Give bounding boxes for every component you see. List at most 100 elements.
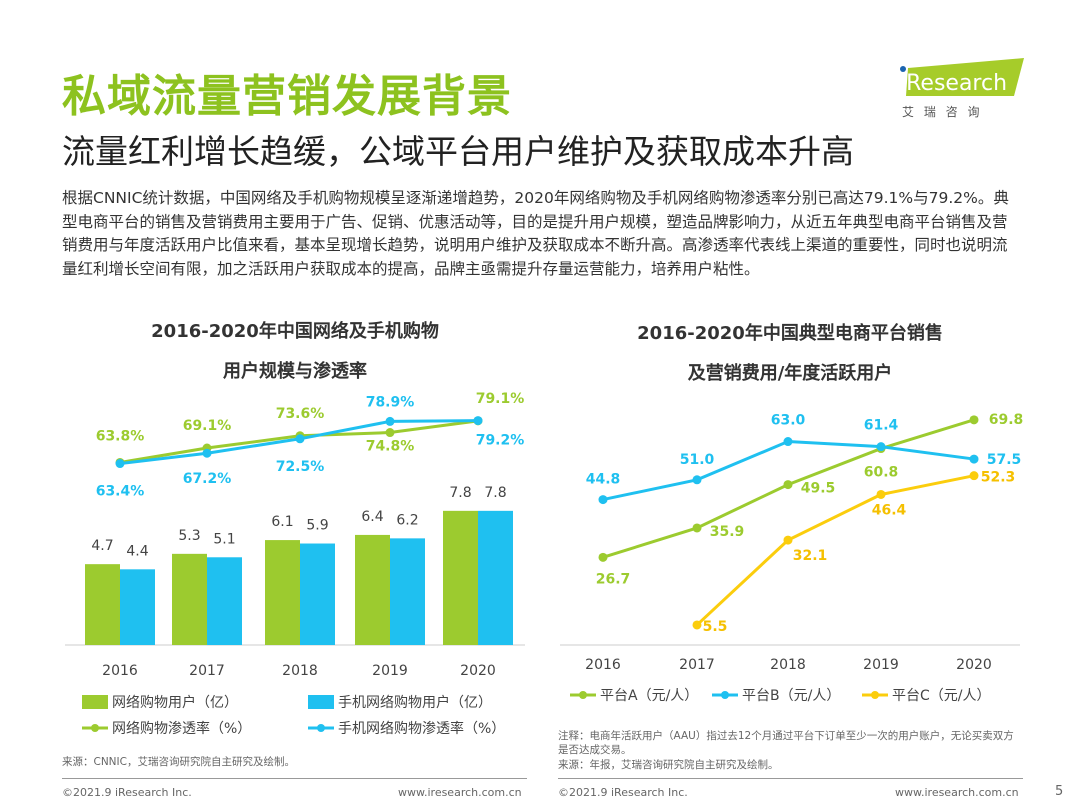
bar-label: 5.9 [306, 518, 328, 534]
line-point [692, 523, 702, 533]
line-label: 46.4 [872, 502, 907, 518]
x-tick-label: 2017 [679, 657, 715, 673]
legend-marker [91, 724, 99, 732]
line-point [385, 428, 395, 438]
page-number: 5 [1055, 784, 1064, 799]
chart2: 2016 2017 2018 2019 2020 26.7 35.9 49.5 60.8 69.8… [560, 412, 1024, 704]
line-label: 44.8 [586, 472, 621, 488]
page-title: 私域流量营销发展背景 [62, 71, 512, 122]
line-point [598, 495, 608, 505]
legend-label: 平台A（元/人） [600, 688, 698, 704]
x-tick-label: 2018 [770, 657, 806, 673]
chart1-title-line1: 2016-2020年中国网络及手机购物 [151, 321, 439, 342]
line-point [969, 454, 979, 464]
iresearch-logo: iResearch 艾 瑞 咨 询 [896, 58, 1026, 120]
bar-label: 7.8 [449, 485, 471, 501]
line-label: 49.5 [801, 481, 836, 497]
legend-label: 手机网络购物渗透率（%） [338, 720, 505, 737]
x-tick-label: 2017 [189, 663, 225, 679]
legend-marker [871, 691, 879, 699]
bar-2017-1 [207, 557, 242, 645]
legend-label: 平台B（元/人） [742, 688, 840, 704]
line-point [783, 437, 793, 447]
line-point [115, 459, 125, 469]
line-label: 63.8% [96, 428, 145, 444]
x-tick-label: 2018 [282, 663, 318, 679]
line-label: 69.8 [989, 412, 1024, 428]
bar-label: 6.2 [396, 512, 418, 528]
bar-2019-0 [355, 534, 390, 645]
line-label: 63.0 [771, 413, 806, 429]
line-point [969, 415, 979, 425]
chart1-source: 来源：CNNIC，艾瑞咨询研究院自主研究及绘制。 [62, 756, 295, 768]
line-point [202, 448, 212, 458]
footer-copyright-right: ©2021.9 iResearch Inc. [558, 786, 688, 799]
logo-cn: 艾 瑞 咨 询 [902, 104, 982, 119]
footer-divider-left [62, 778, 527, 779]
bar-2020-0 [443, 510, 478, 645]
line-label: 61.4 [864, 418, 899, 434]
chart2-title-line2: 及营销费用/年度活跃用户 [687, 363, 893, 384]
bar-label: 5.1 [213, 531, 235, 547]
line-point [473, 416, 483, 426]
line-point [295, 434, 305, 444]
bar-label: 4.4 [126, 543, 148, 559]
chart2-title: 2016-2020年中国典型电商平台销售 及营销费用/年度活跃用户 [560, 314, 1020, 394]
line-point [876, 442, 886, 452]
legend-marker [317, 724, 325, 732]
line-label: 51.0 [680, 452, 715, 468]
bar-label: 4.7 [91, 538, 113, 554]
line-label: 5.5 [703, 619, 728, 635]
x-tick-label: 2016 [585, 657, 621, 673]
line-label: 26.7 [596, 571, 631, 587]
line-point [969, 471, 979, 481]
line-point [692, 475, 702, 485]
footer-url-right[interactable]: www.iresearch.com.cn [895, 786, 1019, 799]
legend-label: 网络购物渗透率（%） [112, 720, 251, 737]
legend-label: 平台C（元/人） [892, 688, 991, 704]
line-point [385, 416, 395, 426]
line-label: 52.3 [981, 470, 1016, 486]
line-label: 74.8% [366, 439, 415, 455]
legend-label: 网络购物用户（亿） [112, 694, 238, 711]
chart1: 4.7 5.3 6.1 6.4 7.8 4.4 5.1 5.9 6.2 7.8 2016 2017 20… [65, 391, 525, 737]
line-label: 67.2% [183, 471, 232, 487]
legend-swatch [308, 695, 334, 709]
line-label: 79.2% [476, 433, 525, 449]
x-tick-label: 2020 [460, 663, 496, 679]
line-label: 60.8 [864, 465, 899, 481]
chart2-source: 来源：年报，艾瑞咨询研究院自主研究及绘制。 [558, 759, 779, 771]
line-label: 79.1% [476, 391, 525, 407]
chart1-title-line2: 用户规模与渗透率 [223, 361, 367, 382]
line-1 [602, 440, 975, 502]
chart2-title-line1: 2016-2020年中国典型电商平台销售 [637, 323, 943, 344]
line-point [783, 535, 793, 545]
bar-label: 6.1 [271, 514, 293, 530]
line-point [598, 552, 608, 562]
bar-2020-1 [478, 510, 513, 645]
bar-2018-1 [300, 543, 335, 645]
line-label: 73.6% [276, 406, 325, 422]
x-tick-label: 2020 [956, 657, 992, 673]
footer-divider-right [558, 778, 1023, 779]
line-point [692, 620, 702, 630]
line-point [783, 480, 793, 490]
chart1-title: 2016-2020年中国网络及手机购物 用户规模与渗透率 [60, 312, 530, 392]
bar-label: 5.3 [178, 528, 200, 544]
x-tick-label: 2016 [102, 663, 138, 679]
line-2 [695, 474, 975, 627]
body-paragraph: 根据CNNIC统计数据，中国网络及手机购物规模呈逐渐递增趋势，2020年网络购物… [62, 189, 1009, 278]
bar-2016-0 [85, 564, 120, 645]
legend-swatch [82, 695, 108, 709]
line-label: 32.1 [793, 548, 828, 564]
footer-url-left[interactable]: www.iresearch.com.cn [398, 786, 522, 799]
page-subtitle: 流量红利增长趋缓，公域平台用户维护及获取成本升高 [62, 132, 854, 171]
x-tick-label: 2019 [372, 663, 408, 679]
line-label: 57.5 [987, 452, 1022, 468]
bar-label: 6.4 [361, 509, 383, 525]
line-point [876, 489, 886, 499]
line-label: 78.9% [366, 394, 415, 410]
bar-2019-1 [390, 538, 425, 645]
footer-copyright-left: ©2021.9 iResearch Inc. [62, 786, 192, 799]
legend-marker [579, 691, 587, 699]
